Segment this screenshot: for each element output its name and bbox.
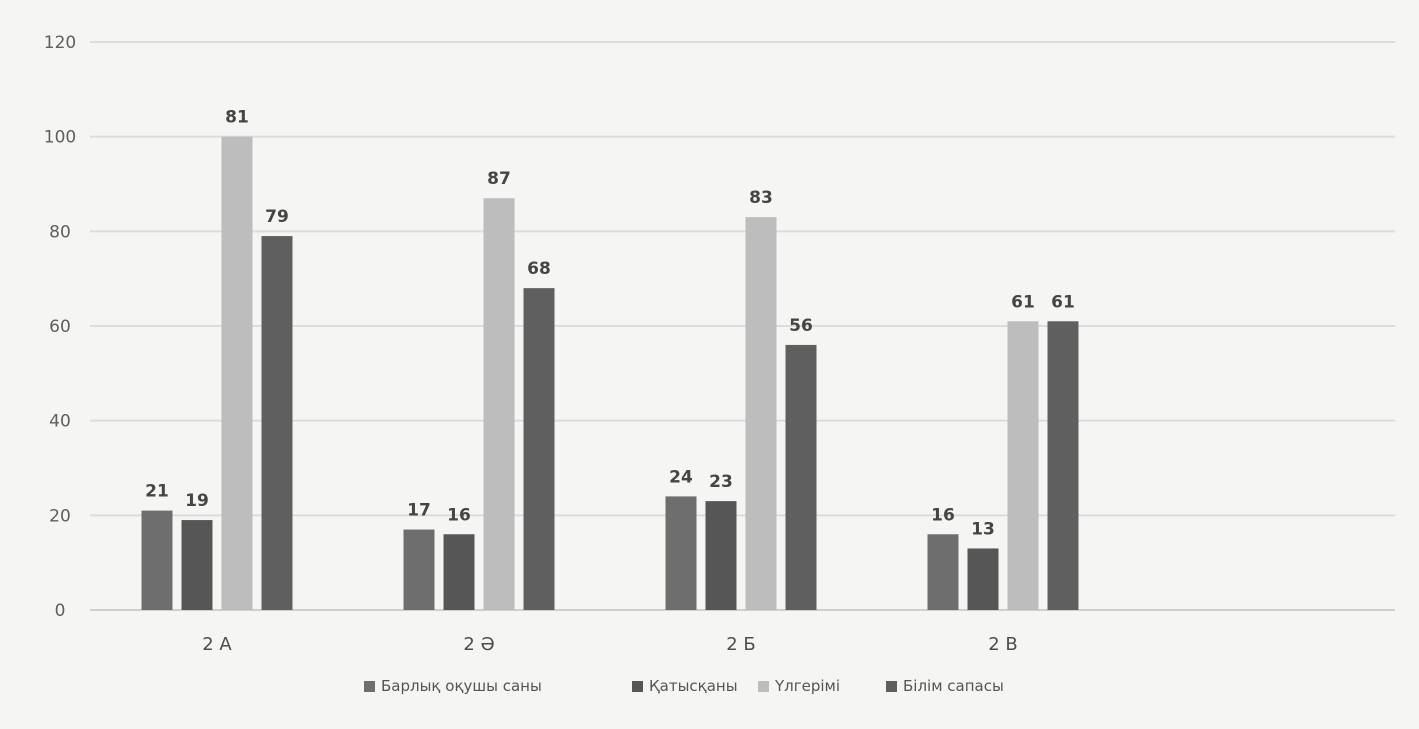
data-labels: 21 19 81 79 17 16 87 68 24 23 83 56 16 13 61 61 [145,108,1075,540]
legend: Барлық оқушы саны Қатысқаны Үлгерімі Білім … [364,677,1004,695]
y-tick-label: 40 [49,412,71,432]
data-label: 16 [931,505,955,525]
bar-2-3 [483,198,515,610]
data-label: 61 [1011,292,1035,312]
data-label: 79 [265,207,289,227]
bar-1-3 [221,136,253,610]
data-label: 56 [789,316,813,336]
legend-swatch [886,681,897,692]
y-tick-label: 60 [49,317,71,337]
x-category-label: 2 A [202,634,232,655]
data-label: 81 [225,108,249,128]
x-category-label: 2 Б [726,634,756,655]
bar-1-1 [141,510,173,610]
y-tick-label: 120 [44,33,76,53]
data-label: 61 [1051,292,1075,312]
y-axis-ticks: 0 20 40 60 80 100 120 [44,33,76,621]
x-axis-categories: 2 A 2 Ә 2 Б 2 В [202,634,1018,655]
legend-label: Қатысқаны [649,677,738,695]
bar-2-1 [403,529,435,610]
bar-2-2 [443,534,475,610]
legend-label: Үлгерімі [774,677,840,695]
legend-swatch [364,681,375,692]
data-label: 68 [527,259,551,279]
bar-4-4 [1047,321,1079,610]
legend-label: Барлық оқушы саны [381,677,542,695]
legend-swatch [758,681,769,692]
data-label: 17 [407,501,431,521]
y-tick-label: 100 [44,128,76,148]
bar-3-3 [745,217,777,610]
bar-1-4 [261,236,293,611]
data-label: 19 [185,491,209,511]
data-label: 16 [447,505,471,525]
data-label: 24 [669,467,693,487]
bar-3-4 [785,344,817,610]
y-tick-label: 0 [55,601,66,621]
bars [141,136,1079,611]
data-label: 83 [749,188,773,208]
bar-3-2 [705,501,737,610]
data-label: 13 [971,519,995,539]
legend-label: Білім сапасы [903,677,1004,695]
bar-4-2 [967,548,999,610]
x-category-label: 2 В [988,634,1018,655]
bar-3-1 [665,496,697,610]
y-tick-label: 20 [49,506,71,526]
x-category-label: 2 Ә [463,634,494,655]
y-tick-label: 80 [49,222,71,242]
bar-1-2 [181,520,213,610]
bar-4-3 [1007,321,1039,610]
data-label: 87 [487,169,511,189]
data-label: 21 [145,482,169,502]
legend-swatch [632,681,643,692]
bar-2-4 [523,288,555,610]
gridlines [90,41,1395,611]
data-label: 23 [709,472,733,492]
bar-4-1 [927,534,959,610]
